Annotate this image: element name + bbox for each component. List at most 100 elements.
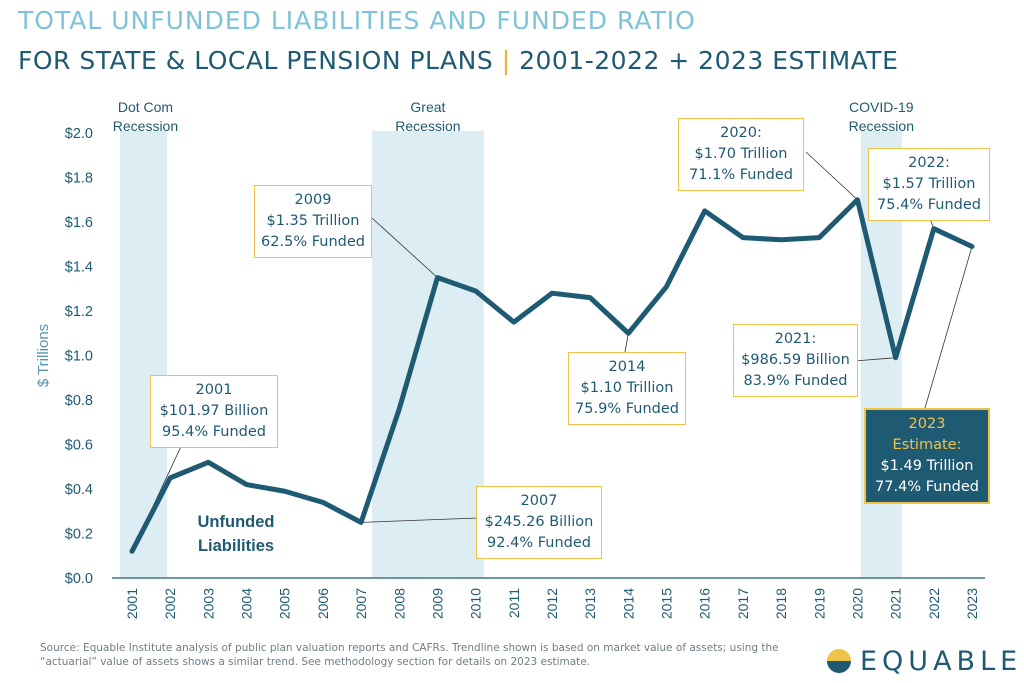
y-tick-label: $1.8 (65, 171, 93, 187)
recession-label: Great (410, 99, 445, 115)
recession-label: Recession (395, 118, 460, 134)
x-tick-label: 2006 (315, 588, 331, 619)
data-point (932, 227, 936, 231)
y-tick-label: $1.0 (65, 349, 93, 365)
annotation-connector (805, 151, 858, 201)
x-tick-label: 2004 (239, 588, 255, 619)
callout-line: 83.9% Funded (743, 373, 848, 389)
data-point (626, 331, 630, 335)
callout-line: $1.35 Trillion (266, 213, 360, 229)
data-point (894, 356, 898, 360)
x-tick-label: 2023 (964, 588, 980, 619)
x-tick-label: 2016 (697, 588, 713, 619)
callout-line: 2009 (294, 192, 332, 208)
callout-line: 2014 (608, 359, 646, 375)
callout-line: 2022: (908, 155, 950, 171)
x-tick-label: 2011 (506, 588, 522, 618)
x-tick-label: 2010 (468, 588, 484, 619)
callout-line: $1.70 Trillion (694, 146, 788, 162)
callout-line: 75.4% Funded (877, 197, 981, 213)
recession-band (120, 131, 167, 578)
data-point (435, 276, 439, 280)
annotation-callout-2009: 2009 $1.35 Trillion 62.5% Funded (254, 185, 372, 258)
data-point (283, 489, 287, 493)
annotation-callout-2001: 2001 $101.97 Billion 95.4% Funded (150, 375, 278, 448)
x-tick-label: 2021 (888, 588, 904, 619)
data-point (321, 500, 325, 504)
callout-line: 71.1% Funded (689, 167, 793, 183)
chart-subtitle: FOR STATE & LOCAL PENSION PLANS | 2001-2… (18, 46, 898, 75)
annotation-callout-2021: 2021: $986.59 Billion 83.9% Funded (733, 324, 858, 397)
series-label: Unfunded (198, 513, 275, 531)
annotation-connector (853, 357, 896, 362)
annotation-callout-2022: 2022: $1.57 Trillion 75.4% Funded (868, 148, 990, 221)
data-point (474, 289, 478, 293)
x-tick-label: 2018 (773, 588, 789, 619)
recession-label: Dot Com (118, 99, 173, 115)
data-point (779, 238, 783, 242)
x-tick-label: 2009 (429, 588, 445, 619)
callout-line: $101.97 Billion (159, 403, 269, 419)
data-point (512, 320, 516, 324)
subtitle-main: FOR STATE & LOCAL PENSION PLANS (18, 46, 494, 75)
callout-line: $986.59 Billion (741, 352, 850, 368)
data-point (741, 236, 745, 240)
equable-logo: EQUABLE (826, 644, 1022, 678)
y-tick-label: $0.2 (65, 527, 93, 543)
annotation-callout-2007: 2007 $245.26 Billion 92.4% Funded (476, 486, 602, 559)
data-point (168, 476, 172, 480)
recession-label: COVID-19 (849, 99, 914, 115)
equable-logo-text: EQUABLE (860, 645, 1023, 677)
callout-line: 2007 (520, 493, 558, 509)
data-point (550, 291, 554, 295)
recession-label: Recession (113, 118, 178, 134)
source-note: Source: Equable Institute analysis of pu… (40, 642, 779, 668)
data-point (588, 296, 592, 300)
annotation-callout-2020: 2020: $1.70 Trillion 71.1% Funded (678, 118, 804, 191)
y-tick-label: $0.4 (65, 482, 93, 498)
subtitle-separator: | (501, 46, 511, 75)
callout-line: 2023 Estimate: (892, 416, 962, 453)
data-point (130, 549, 134, 553)
x-tick-label: 2007 (353, 588, 369, 619)
callout-line: 62.5% Funded (261, 234, 365, 250)
data-point (665, 285, 669, 289)
data-point (970, 244, 974, 248)
y-tick-label: $1.4 (65, 260, 93, 276)
x-tick-label: 2013 (582, 588, 598, 619)
y-tick-label: $1.2 (65, 304, 93, 320)
callout-line: 2020: (720, 125, 762, 141)
x-tick-label: 2014 (620, 588, 636, 619)
recession-band (372, 131, 484, 578)
annotation-callout-2014: 2014 $1.10 Trillion 75.9% Funded (568, 352, 686, 425)
callout-line: 2001 (195, 382, 233, 398)
callout-line: 95.4% Funded (162, 424, 266, 440)
annotation-connector (361, 517, 479, 523)
callout-line: $1.57 Trillion (882, 176, 976, 192)
x-tick-label: 2012 (544, 588, 560, 619)
x-tick-label: 2005 (277, 588, 293, 619)
x-tick-label: 2019 (811, 588, 827, 619)
annotation-connector (624, 333, 629, 353)
x-tick-label: 2001 (124, 588, 140, 619)
callout-line: 92.4% Funded (487, 535, 591, 551)
y-tick-label: $0.0 (65, 571, 93, 587)
y-tick-label: $2.0 (65, 126, 93, 142)
data-point (206, 460, 210, 464)
callout-line: $245.26 Billion (484, 514, 594, 530)
data-point (855, 198, 859, 202)
chart-title: TOTAL UNFUNDED LIABILITIES AND FUNDED RA… (18, 6, 696, 35)
data-point (397, 407, 401, 411)
callout-line: $1.10 Trillion (580, 380, 674, 396)
equable-logo-icon (827, 649, 851, 673)
annotation-callout-2023: 2023 Estimate: $1.49 Trillion 77.4% Funded (864, 408, 990, 504)
recession-label: Recession (849, 118, 914, 134)
x-tick-label: 2002 (162, 588, 178, 619)
data-point (817, 236, 821, 240)
callout-line: 2021: (774, 331, 817, 347)
x-tick-label: 2003 (200, 588, 216, 619)
y-tick-label: $1.6 (65, 215, 93, 231)
annotation-connector (371, 217, 438, 278)
subtitle-range: 2001-2022 + 2023 ESTIMATE (519, 46, 899, 75)
x-tick-label: 2022 (926, 588, 942, 619)
